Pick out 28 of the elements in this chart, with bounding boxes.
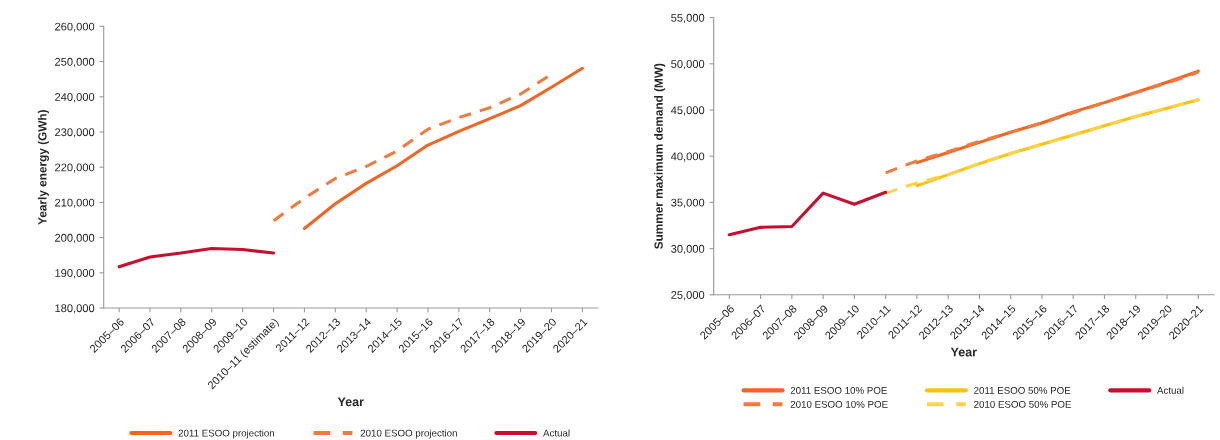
y-tick-label: 45,000 xyxy=(670,106,705,116)
y-tick-label: 230,000 xyxy=(55,128,95,138)
y-tick-label: 240,000 xyxy=(55,93,95,103)
legend-label: 2011 ESOO projection xyxy=(178,429,275,439)
y-tick-label: 200,000 xyxy=(55,233,95,244)
y-tick-label: 40,000 xyxy=(670,152,705,162)
y-tick-label: 210,000 xyxy=(55,198,95,208)
legend-label: 2011 ESOO 10% POE xyxy=(790,386,887,394)
y-tick-label: 50,000 xyxy=(671,60,705,70)
legend-label: 2010 ESOO projection xyxy=(360,429,457,439)
y-tick-label: 35,000 xyxy=(671,198,705,208)
x-axis-title: Year xyxy=(337,397,364,407)
legend-label: 2011 ESOO 50% POE xyxy=(974,386,1071,394)
y-tick-label: 55,000 xyxy=(671,13,705,24)
y-tick-label: 260,000 xyxy=(55,22,95,32)
legend-label: Actual xyxy=(1157,386,1184,394)
y-tick-label: 30,000 xyxy=(671,244,705,255)
x-axis-title: Year xyxy=(950,347,977,357)
y-tick-label: 190,000 xyxy=(55,269,95,279)
y-axis-title: Summer maximum demand (MW) xyxy=(654,63,666,250)
y-axis-title: Yearly energy (GWh) xyxy=(37,110,49,225)
y-tick-label: 220,000 xyxy=(55,163,95,173)
legend-label: Actual xyxy=(543,429,570,437)
y-tick-label: 180,000 xyxy=(55,304,95,314)
legend-label: 2010 ESOO 10% POE xyxy=(790,400,888,408)
legend-label: 2010 ESOO 50% POE xyxy=(974,400,1072,408)
y-tick-label: 25,000 xyxy=(671,291,705,301)
y-tick-label: 250,000 xyxy=(55,57,95,68)
